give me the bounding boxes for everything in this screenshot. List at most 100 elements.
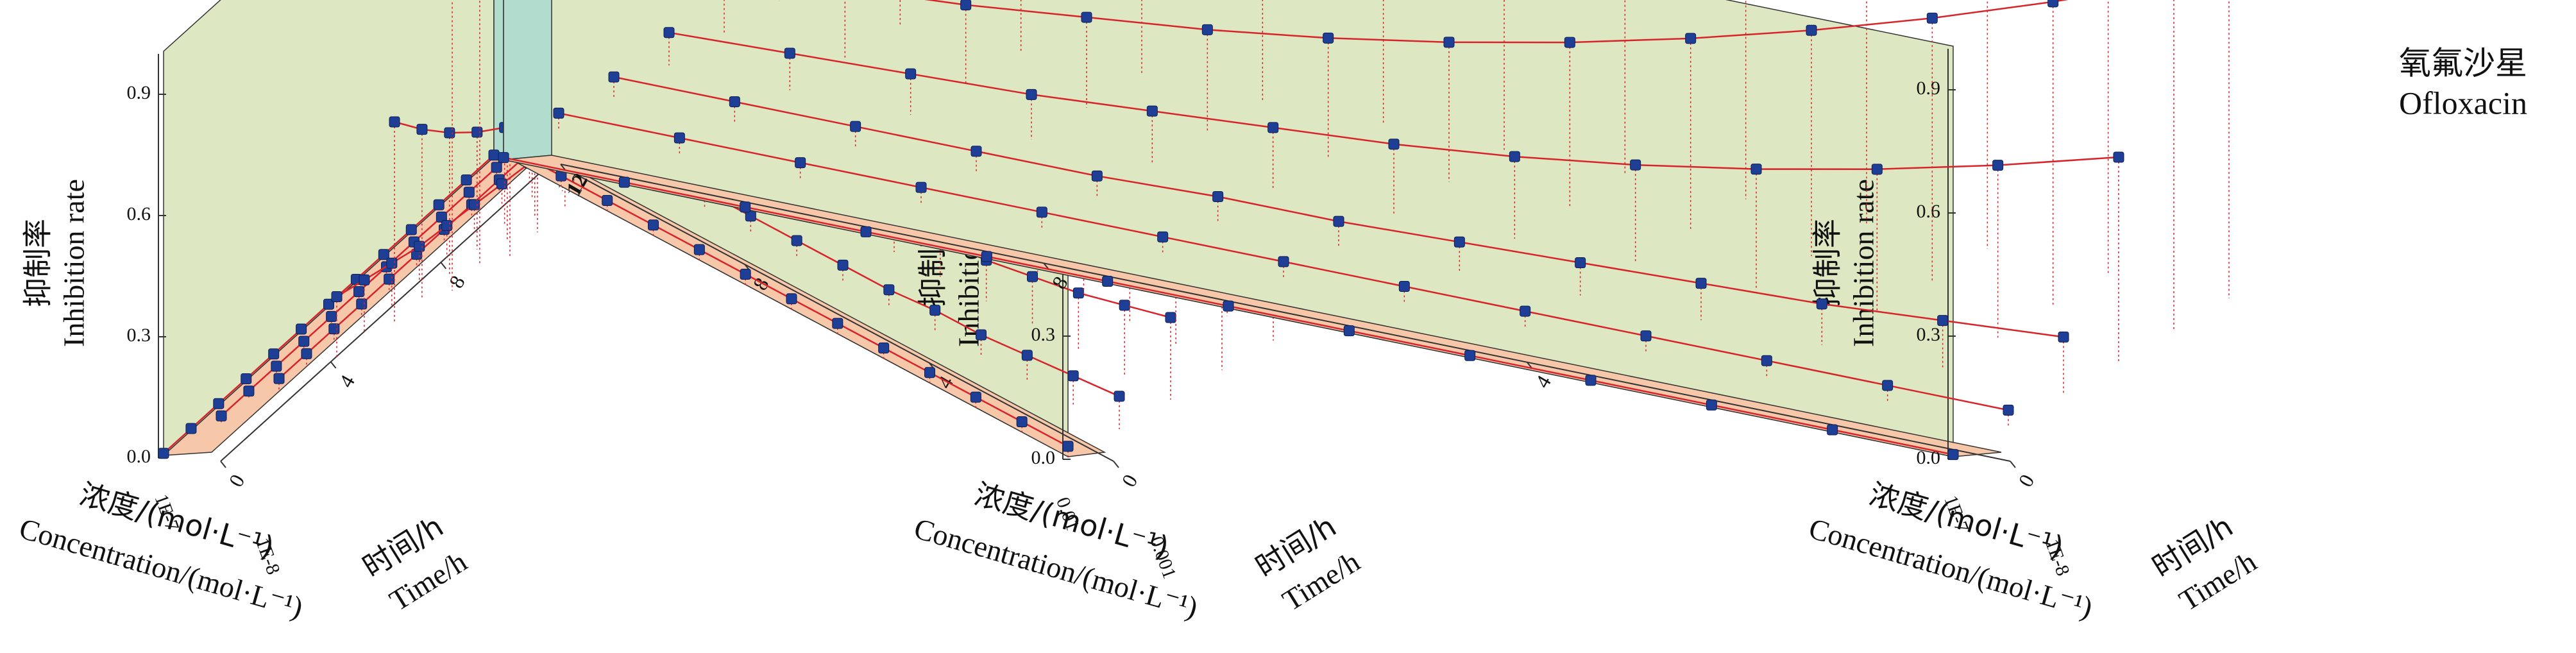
data-point: [389, 116, 400, 128]
series-4: [663, 27, 2124, 362]
series-1: [498, 152, 1959, 461]
data-point: [461, 174, 472, 185]
time-axis-line: [560, 164, 2011, 462]
data-point: [471, 126, 483, 138]
data-point: [1585, 375, 1597, 386]
data-point: [271, 360, 282, 372]
data-point: [648, 219, 659, 231]
z-tick-label: 0.3: [1917, 324, 1941, 345]
data-point: [1223, 300, 1234, 312]
data-point: [496, 178, 507, 190]
series-1: [509, 146, 1074, 459]
data-point: [1882, 380, 1894, 391]
data-point: [1695, 278, 1707, 289]
data-point: [1119, 300, 1130, 311]
y-axis-label-en: Inhibition rate: [1847, 179, 1880, 347]
y-axis-label-en: Inhibition rate: [58, 179, 90, 347]
data-point: [353, 286, 365, 298]
data-point: [326, 310, 337, 322]
chart-title-en: Ofloxacin: [2399, 85, 2527, 121]
z-tick-label: 0.9: [127, 82, 151, 103]
data-point: [786, 293, 797, 305]
data-point: [444, 127, 455, 139]
data-point: [915, 182, 927, 193]
data-point: [960, 0, 972, 11]
data-point: [1640, 330, 1652, 342]
data-point: [1806, 24, 1817, 36]
data-point: [1575, 257, 1586, 268]
data-point: [1453, 236, 1465, 248]
data-point: [832, 318, 843, 329]
data-point: [1343, 325, 1355, 337]
data-point: [1146, 105, 1158, 117]
data-point: [618, 176, 630, 188]
data-point: [1750, 164, 1762, 175]
z-tick-label: 0.6: [1917, 201, 1941, 222]
data-point: [1520, 305, 1531, 317]
time-tick-mark: [330, 361, 337, 369]
data-point: [860, 226, 872, 237]
data-point: [791, 235, 802, 246]
data-point: [1937, 315, 1949, 326]
data-point: [2047, 0, 2059, 8]
data-point: [359, 274, 370, 285]
data-point: [929, 305, 941, 316]
data-point: [693, 244, 705, 255]
data-point: [740, 268, 751, 280]
time-tick-label: 4: [334, 371, 359, 391]
data-point: [1871, 164, 1883, 175]
data-point: [328, 323, 340, 335]
data-point: [1509, 151, 1520, 162]
data-point: [1026, 89, 1037, 100]
data-point: [970, 391, 981, 403]
data-point: [1816, 298, 1827, 310]
data-point: [1564, 37, 1575, 48]
data-point: [1278, 256, 1289, 267]
data-point: [1102, 276, 1114, 287]
data-point: [2058, 331, 2069, 343]
data-point: [1333, 216, 1344, 227]
series-1: [158, 149, 500, 459]
data-point: [924, 367, 935, 378]
data-point: [837, 259, 849, 271]
time-tick-mark: [1113, 461, 1119, 468]
z-tick-label: 0.6: [127, 203, 151, 225]
data-point: [1388, 139, 1400, 150]
data-point: [970, 146, 982, 157]
data-point: [268, 348, 280, 360]
data-point: [469, 199, 480, 210]
data-point: [1212, 191, 1224, 203]
data-point: [216, 410, 227, 421]
data-point: [905, 68, 917, 80]
data-point: [1081, 12, 1092, 23]
data-point: [878, 342, 890, 353]
data-point: [1947, 449, 1959, 461]
data-point: [185, 423, 197, 434]
data-point: [491, 162, 502, 173]
data-point: [1201, 24, 1213, 35]
z-tick-label: 0.3: [127, 325, 151, 346]
data-point: [553, 107, 564, 119]
series-3: [608, 71, 2069, 394]
data-point: [384, 273, 395, 285]
data-point: [441, 220, 453, 232]
side-wall: [503, 0, 552, 160]
time-tick-label: 8: [445, 271, 470, 292]
data-point: [414, 241, 425, 252]
data-point: [740, 201, 751, 213]
series-2: [553, 107, 2014, 427]
data-point: [608, 71, 620, 83]
data-point: [1443, 37, 1455, 48]
data-point: [1062, 441, 1074, 452]
data-point: [1091, 170, 1103, 182]
data-point: [1706, 399, 1717, 411]
data-point: [729, 96, 740, 108]
data-point: [1992, 160, 2004, 171]
time-axis-line: [220, 162, 552, 462]
data-point: [850, 121, 861, 132]
time-tick-mark: [2010, 461, 2016, 468]
data-point: [1027, 271, 1038, 282]
data-point: [1685, 33, 1697, 44]
data-point: [1267, 122, 1279, 133]
data-point: [386, 257, 398, 269]
